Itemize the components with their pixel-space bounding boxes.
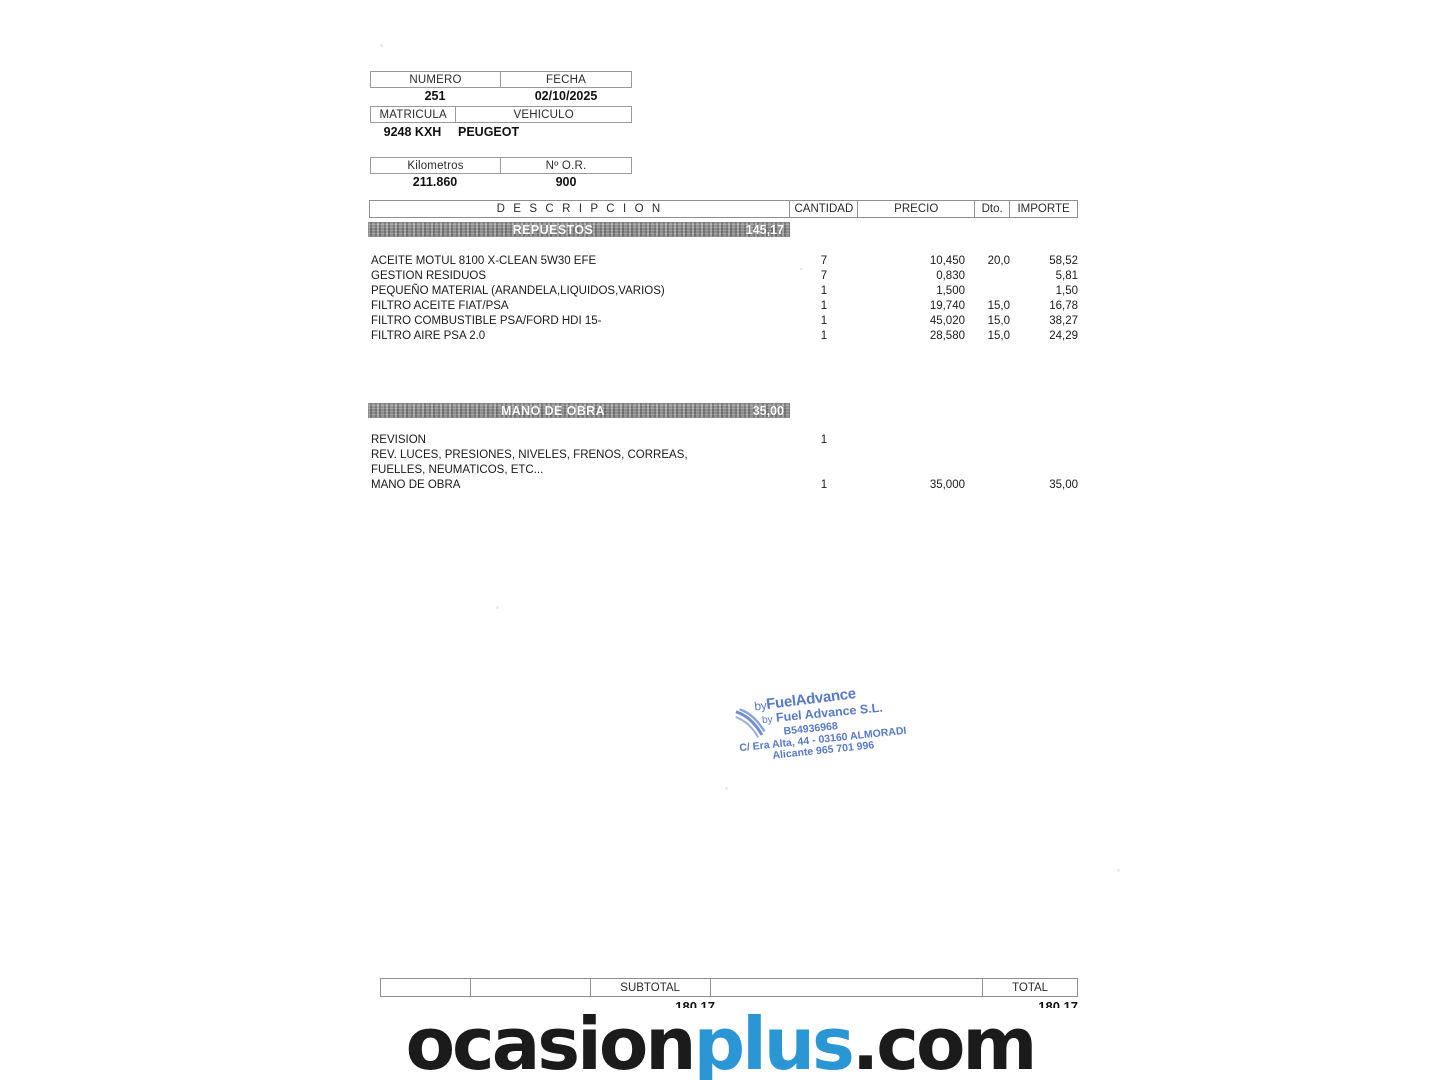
row-descripcion: REVISION: [371, 434, 426, 446]
total-label: TOTAL: [983, 979, 1078, 996]
kilometros-or-header-box: Kilometros Nº O.R.: [370, 157, 632, 174]
row-dto: 15,0: [987, 315, 1010, 327]
numero-value: 251: [424, 89, 446, 103]
table-row: FUELLES, NEUMATICOS, ETC...: [369, 464, 1078, 478]
section-title-repuestos: REPUESTOS: [512, 222, 594, 237]
row-cantidad: 7: [820, 270, 828, 282]
row-cantidad: 1: [820, 285, 828, 297]
row-precio: 35,000: [929, 479, 965, 491]
scan-speckle: [380, 44, 383, 47]
row-cantidad: 1: [820, 479, 828, 491]
ocasionplus-logo: ocasionplus.com: [0, 1008, 1440, 1080]
row-importe: 5,81: [1055, 270, 1078, 282]
footer-cell-empty-1: [381, 979, 471, 996]
table-row: GESTION RESIDUOS 7 0,830 5,81: [369, 270, 1078, 284]
numero-label: NUMERO: [409, 73, 462, 86]
workshop-stamp: byFuelAdvance by Fuel Advance S.L. B5493…: [731, 678, 907, 770]
column-header-descripcion: D E S C R I P C I O N: [370, 201, 791, 217]
subtotal-label: SUBTOTAL: [591, 979, 711, 996]
logo-wordmark: ocasionplus.com: [406, 1008, 1038, 1080]
column-header-dto: Dto.: [975, 201, 1011, 217]
column-header-precio: PRECIO: [858, 201, 976, 217]
footer-cell-empty-3: [711, 979, 984, 996]
section-band-mano-de-obra: MANO DE OBRA 35,00: [368, 403, 790, 418]
matricula-value: 9248 KXH: [383, 125, 442, 139]
row-descripcion: REV. LUCES, PRESIONES, NIVELES, FRENOS, …: [371, 449, 688, 461]
row-descripcion: FILTRO COMBUSTIBLE PSA/FORD HDI 15-: [371, 315, 602, 327]
numero-fecha-header-box: NUMERO FECHA: [370, 71, 632, 88]
table-row: ACEITE MOTUL 8100 X-CLEAN 5W30 EFE 7 10,…: [369, 255, 1078, 269]
vehiculo-value: PEUGEOT: [458, 125, 520, 139]
row-descripcion: ACEITE MOTUL 8100 X-CLEAN 5W30 EFE: [371, 255, 597, 267]
scan-speckle: [1117, 869, 1120, 872]
matricula-label: MATRICULA: [379, 108, 447, 121]
row-precio: 0,830: [936, 270, 965, 282]
stamp-wave-icon: [735, 708, 766, 738]
table-row: MANO DE OBRA 1 35,000 35,00: [369, 479, 1078, 493]
kilometros-label: Kilometros: [407, 159, 464, 172]
section-amount-repuestos: 145,17: [745, 222, 784, 237]
scan-speckle: [496, 606, 499, 609]
row-dto: 15,0: [987, 330, 1010, 342]
table-row: PEQUEÑO MATERIAL (ARANDELA,LIQUIDOS,VARI…: [369, 285, 1078, 299]
row-precio: 19,740: [929, 300, 965, 312]
or-value: 900: [555, 175, 577, 189]
row-descripcion: PEQUEÑO MATERIAL (ARANDELA,LIQUIDOS,VARI…: [371, 285, 665, 297]
row-precio: 10,450: [929, 255, 965, 267]
scan-speckle: [725, 787, 728, 790]
row-descripcion: GESTION RESIDUOS: [371, 270, 487, 282]
section-band-repuestos: REPUESTOS 145,17: [368, 222, 790, 237]
column-header-cantidad: CANTIDAD: [790, 201, 859, 217]
row-importe: 16,78: [1049, 300, 1078, 312]
total-value: 180,17: [1038, 1000, 1078, 1011]
row-descripcion: MANO DE OBRA: [371, 479, 461, 491]
section-title-mano-de-obra: MANO DE OBRA: [500, 403, 606, 418]
row-importe: 35,00: [1049, 479, 1078, 491]
table-row: REV. LUCES, PRESIONES, NIVELES, FRENOS, …: [369, 449, 1078, 463]
row-precio: 45,020: [929, 315, 965, 327]
or-label: Nº O.R.: [500, 158, 631, 173]
kilometros-value: 211.860: [412, 175, 458, 189]
table-row: FILTRO AIRE PSA 2.0 1 28,580 15,0 24,29: [369, 330, 1078, 344]
matricula-vehiculo-header-box: MATRICULA VEHICULO: [370, 106, 632, 123]
section-amount-mano-de-obra: 35,00: [752, 403, 784, 418]
footer-cell-empty-2: [471, 979, 591, 996]
row-precio: 28,580: [929, 330, 965, 342]
row-precio: 1,500: [936, 285, 965, 297]
row-dto: 15,0: [987, 300, 1010, 312]
row-importe: 1,50: [1055, 285, 1078, 297]
stamp-line-2-prefix: by: [761, 714, 774, 727]
row-cantidad: 7: [820, 255, 828, 267]
row-descripcion: FUELLES, NEUMATICOS, ETC...: [371, 464, 544, 476]
row-cantidad: 1: [820, 330, 828, 342]
table-row: FILTRO COMBUSTIBLE PSA/FORD HDI 15- 1 45…: [369, 315, 1078, 329]
fecha-label: FECHA: [500, 72, 631, 87]
row-cantidad: 1: [820, 434, 828, 446]
totals-footer-table: SUBTOTAL TOTAL: [380, 978, 1078, 997]
vehiculo-label: VEHICULO: [455, 107, 631, 122]
line-items-table-header: D E S C R I P C I O N CANTIDAD PRECIO Dt…: [369, 200, 1078, 218]
fecha-value: 02/10/2025: [534, 89, 598, 103]
row-descripcion: FILTRO ACEITE FIAT/PSA: [371, 300, 509, 312]
scan-speckle: [800, 268, 803, 270]
table-row: REVISION 1: [369, 434, 1078, 448]
row-cantidad: 1: [820, 300, 828, 312]
column-header-importe: IMPORTE: [1010, 201, 1078, 217]
logo-part-ocasion: ocasion: [405, 1002, 697, 1080]
row-importe: 38,27: [1049, 315, 1078, 327]
row-importe: 58,52: [1049, 255, 1078, 267]
table-row: FILTRO ACEITE FIAT/PSA 1 19,740 15,0 16,…: [369, 300, 1078, 314]
logo-part-com: .com: [851, 1002, 1038, 1080]
row-importe: 24,29: [1049, 330, 1078, 342]
row-descripcion: FILTRO AIRE PSA 2.0: [371, 330, 486, 342]
subtotal-value: 180,17: [675, 1000, 715, 1011]
row-dto: 20,0: [987, 255, 1010, 267]
logo-part-plus: plus: [693, 1002, 855, 1080]
row-cantidad: 1: [820, 315, 828, 327]
